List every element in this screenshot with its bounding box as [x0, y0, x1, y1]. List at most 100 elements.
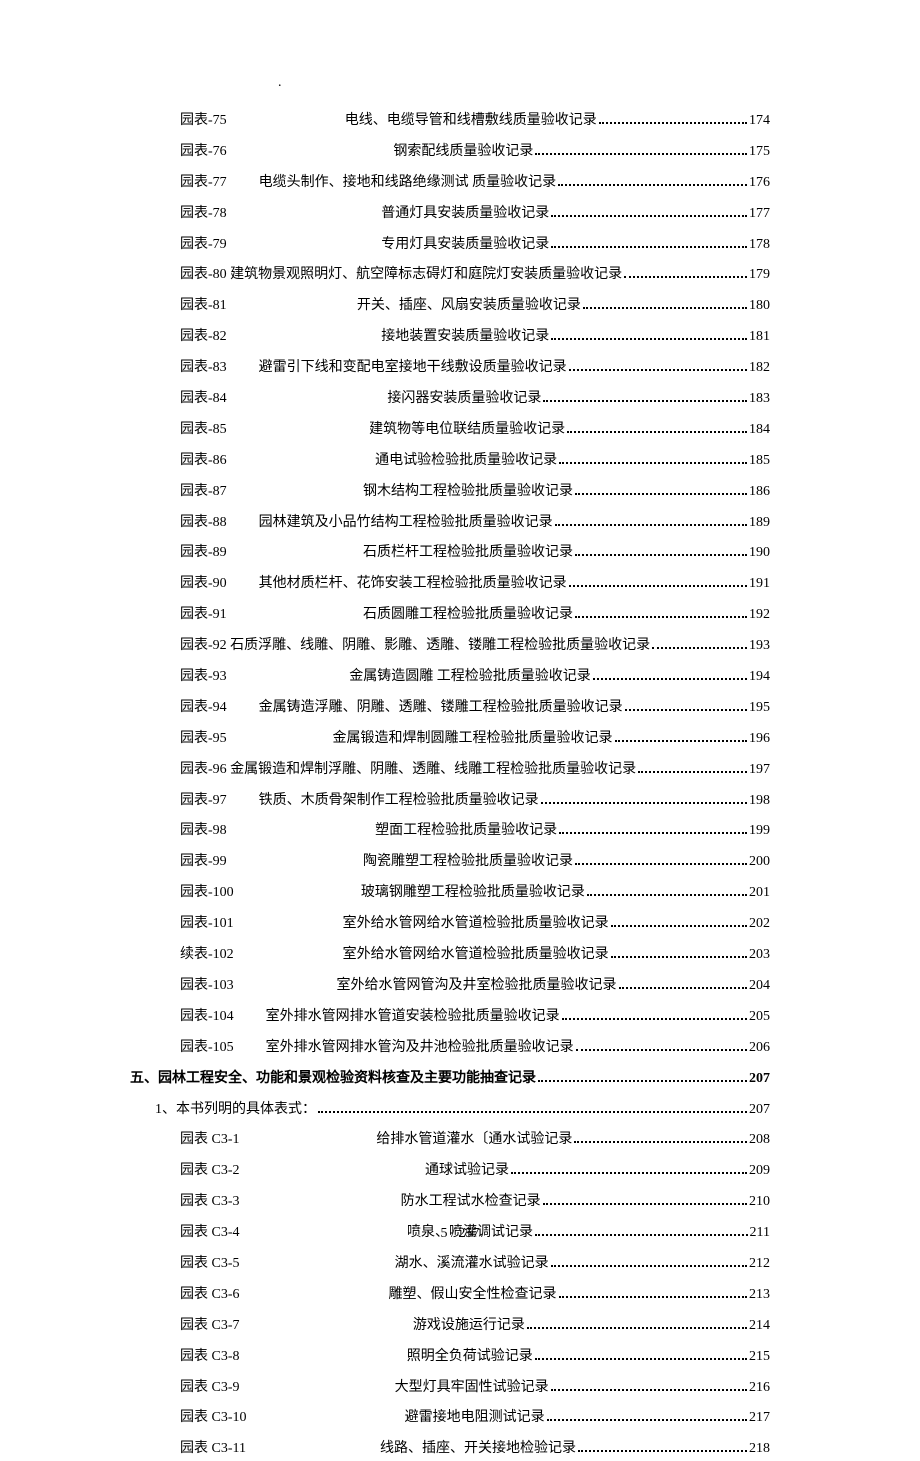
entry-label: 园表-77 [180, 172, 227, 194]
page-number: 175 [749, 141, 770, 163]
toc-entry: 园表-99陶瓷雕塑工程检验批质量验收记录200 [180, 851, 770, 873]
entry-title: 接地装置安装质量验收记录 [381, 326, 549, 348]
page-number: 194 [749, 666, 770, 688]
page-number: 213 [749, 1284, 770, 1306]
entry-title: 雕塑、假山安全性检查记录 [389, 1284, 557, 1306]
toc-entry: 园表 C3-7游戏设施运行记录214 [180, 1315, 770, 1337]
page-number: 199 [749, 820, 770, 842]
toc-dots [559, 1296, 748, 1298]
entry-title: 大型灯具牢固性试验记录 [395, 1377, 549, 1399]
entry-title: 接闪器安装质量验收记录 [387, 388, 541, 410]
toc-entry: 园表 C3-3防水工程试水检查记录210 [180, 1191, 770, 1213]
entry-title: 通电试验检验批质量验收记录 [375, 450, 557, 472]
toc-dots [535, 1358, 747, 1360]
entry-title: 石质圆雕工程检验批质量验收记录 [363, 604, 573, 626]
page-number: 212 [749, 1253, 770, 1275]
page-number: 191 [749, 573, 770, 595]
page-number: 216 [749, 1377, 770, 1399]
toc-dots [619, 987, 747, 989]
toc-dots [551, 246, 747, 248]
toc-dots [576, 1049, 747, 1051]
page-number: 178 [749, 234, 770, 256]
page-number: 177 [749, 203, 770, 225]
entry-title: 室外排水管网排水管沟及井池检验批质量验收记录 [266, 1037, 574, 1059]
toc-entry: 园表-90其他材质栏杆、花饰安装工程检验批质量验收记录191 [180, 573, 770, 595]
entry-title: 陶瓷雕塑工程检验批质量验收记录 [363, 851, 573, 873]
toc-dots [615, 740, 747, 742]
entry-title: 普通灯具安装质量验收记录 [381, 203, 549, 225]
entry-label: 园表-87 [180, 481, 227, 503]
toc-dots [559, 462, 747, 464]
toc-entry: 园表-97铁质、木质骨架制作工程检验批质量验收记录198 [180, 790, 770, 812]
toc-entry: 园表-78普通灯具安装质量验收记录177 [180, 203, 770, 225]
toc-entry: 五、园林工程安全、功能和景观检验资料核查及主要功能抽查记录207 [130, 1068, 770, 1090]
page-number: 185 [749, 450, 770, 472]
page-footer: 5 / 257 [0, 1226, 920, 1242]
entry-label: 园表-80 建筑物景观照明灯、航空障标志碍灯和庭院灯安装质量验收记录 [180, 264, 622, 286]
toc-entry: 园表-85建筑物等电位联结质量验收记录184 [180, 419, 770, 441]
entry-title: 铁质、木质骨架制作工程检验批质量验收记录 [259, 790, 539, 812]
entry-label: 园表-95 [180, 728, 227, 750]
entry-label: 园表 C3-2 [180, 1160, 240, 1182]
entry-label: 园表-100 [180, 882, 234, 904]
entry-title: 室外给水管网管沟及井室检验批质量验收记录 [337, 975, 617, 997]
entry-label: 园表 C3-6 [180, 1284, 240, 1306]
page-number: 183 [749, 388, 770, 410]
toc-dots [558, 184, 747, 186]
toc-entry: 园表-81开关、插座、风扇安装质量验收记录180 [180, 295, 770, 317]
entry-label: 五、园林工程安全、功能和景观检验资料核查及主要功能抽查记录 [130, 1068, 536, 1090]
toc-dots [575, 863, 747, 865]
toc-dots [624, 276, 747, 278]
toc-dots [541, 802, 747, 804]
page-number: 196 [749, 728, 770, 750]
toc-dots [578, 1450, 747, 1452]
page-number: 184 [749, 419, 770, 441]
toc-entry: 园表-80 建筑物景观照明灯、航空障标志碍灯和庭院灯安装质量验收记录179 [180, 264, 770, 286]
entry-label: 园表 C3-7 [180, 1315, 240, 1337]
page-number: 205 [749, 1006, 770, 1028]
entry-label: 园表-96 金属锻造和焊制浮雕、阴雕、透雕、线雕工程检验批质量验收记录 [180, 759, 636, 781]
toc-container: 园表-75电线、电缆导管和线槽敷线质量验收记录174 园表-76钢索配线质量验收记… [155, 110, 770, 1461]
toc-dots [559, 832, 747, 834]
dot-mark: . [278, 75, 282, 91]
entry-label: 园表-75 [180, 110, 227, 132]
toc-entry: 园表-95金属锻造和焊制圆雕工程检验批质量验收记录196 [180, 728, 770, 750]
entry-label: 园表 C3-8 [180, 1346, 240, 1368]
entry-label: 园表-89 [180, 542, 227, 564]
page-number: 214 [749, 1315, 770, 1337]
toc-entry: 园表-98塑面工程检验批质量验收记录199 [180, 820, 770, 842]
entry-title: 塑面工程检验批质量验收记录 [375, 820, 557, 842]
entry-label: 园表-91 [180, 604, 227, 626]
toc-entry: 园表-84 接闪器安装质量验收记录 183 [180, 388, 770, 410]
toc-entry: 园表-91石质圆雕工程检验批质量验收记录192 [180, 604, 770, 626]
toc-entry: 园表-79专用灯具安装质量验收记录178 [180, 234, 770, 256]
toc-dots [543, 1203, 747, 1205]
entry-title: 园林建筑及小品竹结构工程检验批质量验收记录 [259, 512, 553, 534]
entry-title: 室外给水管网给水管道检验批质量验收记录 [343, 944, 609, 966]
toc-entry: 园表-96 金属锻造和焊制浮雕、阴雕、透雕、线雕工程检验批质量验收记录197 [180, 759, 770, 781]
page-number: 180 [749, 295, 770, 317]
entry-title: 专用灯具安装质量验收记录 [381, 234, 549, 256]
toc-dots [611, 925, 747, 927]
toc-entry: 园表 C3-6 雕塑、假山安全性检查记录 213 [180, 1284, 770, 1306]
entry-title: 避雷引下线和变配电室接地干线敷设质量验收记录 [259, 357, 567, 379]
entry-title: 湖水、溪流灌水试验记录 [395, 1253, 549, 1275]
toc-entry: 续表-102室外给水管网给水管道检验批质量验收记录203 [180, 944, 770, 966]
toc-entry: 园表-92 石质浮雕、线雕、阴雕、影雕、透雕、镂雕工程检验批质量验收记录193 [180, 635, 770, 657]
toc-dots [547, 1419, 747, 1421]
toc-entry: 园表-94金属铸造浮雕、阴雕、透雕、镂雕工程检验批质量验收记录195 [180, 697, 770, 719]
toc-entry: 园表-83避雷引下线和变配电室接地干线敷设质量验收记录182 [180, 357, 770, 379]
toc-entry: 园表-88园林建筑及小品竹结构工程检验批质量验收记录189 [180, 512, 770, 534]
toc-dots [551, 215, 747, 217]
toc-entry: 园表-104室外排水管网排水管道安装检验批质量验收记录205 [180, 1006, 770, 1028]
toc-entry: 园表-76钢索配线质量验收记录175 [180, 141, 770, 163]
toc-entry: 园表-75电线、电缆导管和线槽敷线质量验收记录174 [180, 110, 770, 132]
toc-dots [652, 647, 747, 649]
entry-label: 园表-84 [180, 388, 227, 410]
toc-entry: 园表-105室外排水管网排水管沟及井池检验批质量验收记录206 [180, 1037, 770, 1059]
page-number: 176 [749, 172, 770, 194]
toc-entry: 园表-101室外给水管网给水管道检验批质量验收记录202 [180, 913, 770, 935]
entry-label: 园表-85 [180, 419, 227, 441]
entry-label: 园表 C3-10 [180, 1407, 247, 1429]
toc-entry: 园表-77电缆头制作、接地和线路绝缘测试 质量验收记录176 [180, 172, 770, 194]
